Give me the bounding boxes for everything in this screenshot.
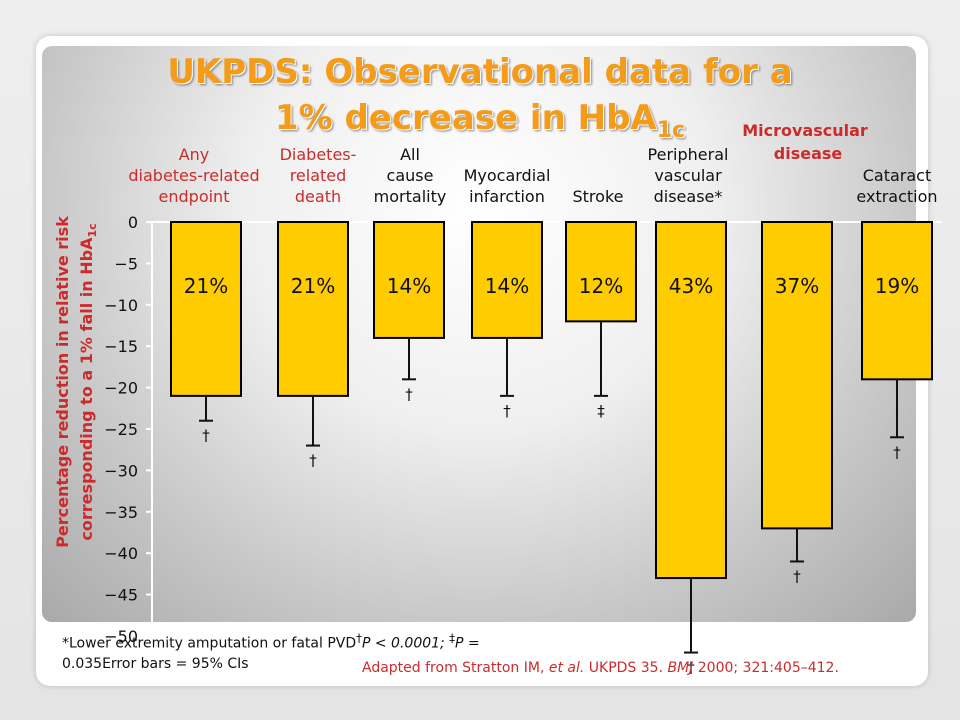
category-label: infarction [469, 187, 545, 206]
title-hba: 1% decrease in HbA [274, 98, 657, 138]
bar-value-label: 12% [579, 274, 623, 298]
group-label-line1: Microvascular [742, 121, 868, 140]
category-label: disease* [654, 187, 723, 206]
footnote-p1: P < 0.0001; [361, 635, 445, 652]
y-tick-label: −15 [104, 337, 138, 356]
bar [277, 221, 349, 397]
category-label: Peripheral [648, 145, 729, 164]
source-ref: 2000; 321:405–412. [697, 660, 839, 676]
bar [655, 221, 727, 580]
source-citation: Adapted from Stratton IM, et al. UKPDS 3… [362, 660, 927, 676]
source-study: UKPDS 35. [588, 660, 664, 676]
significance-mark: † [893, 443, 901, 461]
bar-value-label: 21% [291, 274, 335, 298]
y-axis-title-line1: Percentage reduction in relative risk [53, 216, 72, 548]
y-axis-title: Percentage reduction in relative risk cor… [53, 216, 99, 548]
y-tick-label: −40 [104, 544, 138, 563]
footnote-ddagger: ‡ [449, 631, 456, 645]
category-label: death [295, 187, 341, 206]
category-label: related [290, 166, 347, 185]
bar-value-label: 37% [775, 274, 819, 298]
footnote: *Lower extremity amputation or fatal PVD… [62, 628, 622, 674]
category-label: Diabetes- [280, 145, 357, 164]
category-label: Stroke [573, 187, 624, 206]
y-tick-label: −45 [104, 586, 138, 605]
category-label: endpoint [159, 187, 230, 206]
bar-value-label: 19% [875, 274, 919, 298]
category-label: All [400, 145, 420, 164]
bar-value-label: 43% [669, 274, 713, 298]
significance-mark: † [202, 427, 210, 445]
source-etal: et al. [548, 660, 585, 676]
source-journal: BMJ [667, 660, 694, 676]
category-label: vascular [654, 166, 722, 185]
category-label: Any [179, 145, 210, 164]
y-tick-label: −5 [114, 254, 138, 273]
y-tick-label: −35 [104, 503, 138, 522]
significance-mark: † [793, 567, 801, 585]
y-tick-label: −25 [104, 420, 138, 439]
category-label: extraction [856, 187, 937, 206]
y-tick-label: −20 [104, 379, 138, 398]
footnote-text2: 0.035Error bars = 95% CIs [62, 655, 249, 672]
slide-title-line1: UKPDS: Observational data for a [167, 52, 793, 92]
significance-mark: † [405, 385, 413, 403]
category-label: Myocardial [464, 166, 551, 185]
significance-mark: † [503, 402, 511, 420]
bar [471, 221, 543, 339]
title-hba-subscript: 1c [656, 117, 686, 143]
bar [373, 221, 445, 339]
significance-mark: † [687, 659, 695, 677]
bar-value-label: 14% [485, 274, 529, 298]
bar-value-label: 21% [184, 274, 228, 298]
category-label: cause [387, 166, 434, 185]
bar [861, 221, 933, 381]
y-tick-label: −50 [104, 627, 138, 646]
bar-value-label: 14% [387, 274, 431, 298]
y-tick-label: −10 [104, 296, 138, 315]
y-axis-title-line2: corresponding to a 1% fall in HbA1c [77, 223, 99, 540]
bar [565, 221, 637, 323]
y-tick-label: −30 [104, 461, 138, 480]
slide-title-line2: 1% decrease in HbA1c [230, 98, 730, 143]
footnote-text1: *Lower extremity amputation or fatal PVD [62, 635, 357, 652]
footnote-p2: P = [455, 635, 480, 652]
group-label-line2: disease [774, 144, 843, 163]
significance-mark: † [309, 452, 317, 470]
source-authors: Adapted from Stratton IM, [362, 660, 545, 676]
y-tick-label: 0 [128, 213, 138, 232]
bar [170, 221, 242, 397]
y-axis-title-subscript: 1c [86, 223, 99, 237]
footnote-dagger: † [356, 631, 362, 645]
category-label: diabetes-related [128, 166, 259, 185]
bar [761, 221, 833, 530]
category-label: Cataract [863, 166, 932, 185]
category-label: mortality [374, 187, 447, 206]
significance-mark: ‡ [597, 402, 605, 420]
